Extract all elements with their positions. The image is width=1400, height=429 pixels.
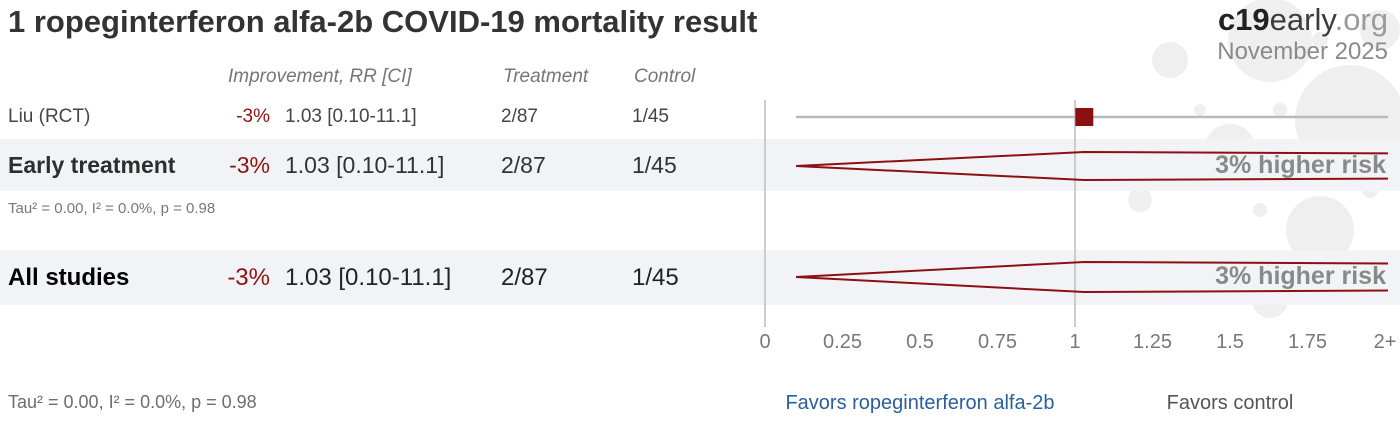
heterogeneity-stats-all: Tau² = 0.00, I² = 0.0%, p = 0.98 [8, 392, 257, 412]
column-header-treatment: Treatment [503, 66, 589, 87]
brand-regular: early [1269, 2, 1335, 37]
column-header-improvement: Improvement, RR [CI] [228, 66, 412, 87]
rr-ci-value: 1.03 [0.10-11.1] [285, 106, 417, 127]
favors-control-label: Favors control [1166, 392, 1294, 414]
x-axis-tick: 2+ [1373, 331, 1397, 353]
study-label[interactable]: Liu (RCT) [8, 106, 91, 127]
rr-ci-value: 1.03 [0.10-11.1] [285, 152, 445, 178]
report-date: November 2025 [1217, 38, 1388, 65]
control-events: 1/45 [632, 152, 677, 178]
control-events: 1/45 [632, 264, 679, 291]
x-axis-tick: 1.75 [1288, 331, 1327, 353]
control-events: 1/45 [632, 106, 669, 127]
pooled-label: All studies [8, 264, 130, 291]
pooled-label: Early treatment [8, 152, 176, 178]
rr-ci-value: 1.03 [0.10-11.1] [285, 264, 452, 291]
page-title: 1 ropeginterferon alfa-2b COVID-19 morta… [8, 4, 758, 39]
treatment-events: 2/87 [501, 152, 546, 178]
improvement-value: -3% [229, 152, 270, 178]
treatment-events: 2/87 [501, 106, 538, 127]
risk-annotation-early: 3% higher risk [1215, 151, 1386, 179]
x-axis-tick: 0.25 [823, 331, 862, 353]
brand-suffix: .org [1334, 2, 1388, 37]
heterogeneity-stats-early: Tau² = 0.00, I² = 0.0%, p = 0.98 [8, 200, 216, 217]
improvement-value: -3% [227, 264, 270, 291]
brand-bold: c19 [1217, 2, 1270, 37]
x-axis-tick: 0.75 [978, 331, 1017, 353]
favors-treatment-label: Favors ropeginterferon alfa-2b [785, 392, 1055, 414]
risk-annotation-all: 3% higher risk [1215, 262, 1386, 290]
column-header-control: Control [634, 66, 696, 87]
improvement-value: -3% [236, 106, 270, 127]
x-axis-tick: 0 [759, 331, 771, 353]
x-axis-tick: 0.5 [906, 331, 934, 353]
x-axis-tick: 1.25 [1133, 331, 1172, 353]
treatment-events: 2/87 [501, 264, 548, 291]
x-axis-tick: 1 [1069, 331, 1081, 353]
x-axis-tick: 1.5 [1216, 331, 1244, 353]
brand-logo[interactable]: c19early.org [1218, 2, 1388, 38]
